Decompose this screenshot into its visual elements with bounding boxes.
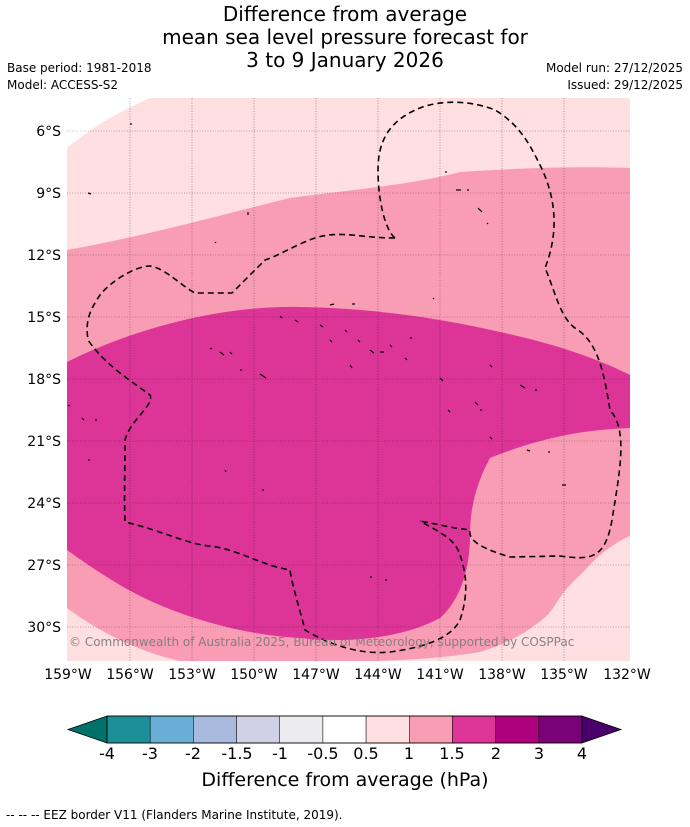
lon-label: 144°W — [354, 667, 402, 683]
title-line-2: mean sea level pressure forecast for — [162, 25, 528, 49]
lon-label: 135°W — [540, 667, 588, 683]
model-name: Model: ACCESS-S2 — [7, 78, 119, 92]
lon-label: 138°W — [478, 667, 526, 683]
lat-label: 21°S — [27, 434, 61, 450]
colorbar-extend-high — [581, 715, 623, 744]
lat-label: 24°S — [27, 496, 61, 512]
colorbar-cell — [538, 715, 583, 744]
anomaly-band-1.5-2 — [67, 306, 630, 641]
lat-label: 30°S — [27, 620, 61, 636]
base-period: Base period: 1981-2018 — [7, 61, 152, 75]
title-line-3: 3 to 9 January 2026 — [246, 48, 444, 72]
colorbar-tick: -1 — [272, 744, 288, 763]
eez-borders — [86, 101, 622, 654]
issued-date: Issued: 29/12/2025 — [567, 78, 683, 92]
lon-label: 150°W — [230, 667, 278, 683]
colorbar-cell — [106, 715, 151, 744]
colorbar-cell — [365, 715, 410, 744]
lon-label: 159°W — [44, 667, 92, 683]
lat-label: 12°S — [27, 248, 61, 264]
colorbar-cell — [236, 715, 280, 744]
lon-axis: 159°W 156°W 153°W 150°W 147°W 144°W 141°… — [44, 667, 651, 683]
colorbar-extend-low — [66, 715, 108, 744]
lon-label: 141°W — [416, 667, 464, 683]
model-run: Model run: 27/12/2025 — [545, 61, 683, 75]
lon-label: 132°W — [603, 667, 651, 683]
colorbar-tick: 3 — [533, 744, 545, 763]
lat-label: 18°S — [27, 372, 61, 388]
anomaly-band-below-0.5 — [67, 98, 150, 148]
copyright-notice: © Commonwealth of Australia 2025, Bureau… — [69, 635, 574, 649]
colorbar-tick: 1.5 — [439, 744, 465, 763]
islands — [67, 123, 566, 581]
colorbar-cell — [279, 715, 324, 744]
lon-label: 156°W — [106, 667, 154, 683]
lon-label: 147°W — [292, 667, 340, 683]
colorbar-title: Difference from average (hPa) — [201, 769, 489, 791]
colorbar-tick: -0.5 — [307, 744, 339, 763]
colorbar-cell — [495, 715, 540, 744]
lat-label: 27°S — [27, 558, 61, 574]
colorbar-tick: -3 — [142, 744, 158, 763]
lat-label: 15°S — [27, 310, 61, 326]
lat-label: 9°S — [36, 186, 61, 202]
colorbar-tick: 0.5 — [353, 744, 379, 763]
lat-axis: 6°S 9°S 12°S 15°S 18°S 21°S 24°S 27°S 30… — [27, 124, 61, 636]
colorbar-tick: -4 — [99, 744, 115, 763]
lat-label: 6°S — [36, 124, 61, 140]
colorbar-tick: 4 — [576, 744, 588, 763]
map-area — [67, 98, 630, 661]
colorbar-tick: -2 — [185, 744, 201, 763]
colorbar-cell — [409, 715, 453, 744]
title-line-1: Difference from average — [222, 2, 468, 26]
eez-legend-note: -- -- -- EEZ border V11 (Flanders Marine… — [6, 808, 343, 822]
colorbar-cell — [149, 715, 194, 744]
lon-label: 153°W — [168, 667, 216, 683]
colorbar-cell — [322, 715, 367, 744]
colorbar-tick: 1 — [403, 744, 415, 763]
colorbar-tick: -1.5 — [221, 744, 253, 763]
colorbar — [66, 715, 623, 744]
colorbar-cell — [452, 715, 496, 744]
anomaly-band-0.5-1-south — [470, 540, 630, 661]
colorbar-cell — [193, 715, 237, 744]
graticule — [67, 98, 630, 661]
colorbar-tick: 2 — [490, 744, 502, 763]
